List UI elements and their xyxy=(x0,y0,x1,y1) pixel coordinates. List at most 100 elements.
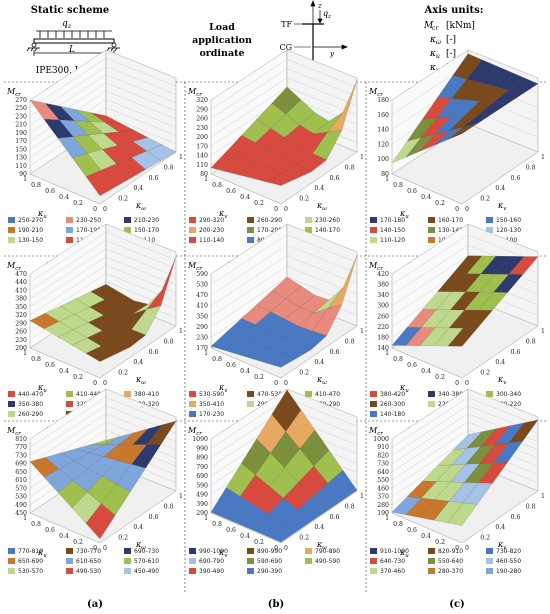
legend-item: 590-690 xyxy=(247,558,282,565)
kappa-tick-right: 0.6 xyxy=(511,514,521,521)
grid-line xyxy=(29,413,107,464)
grid-line xyxy=(105,99,177,128)
z-tick-label: 590 xyxy=(196,271,208,278)
kappa-tick-right: 0 xyxy=(284,380,288,387)
surface-patch xyxy=(447,502,478,526)
surface-patch xyxy=(85,169,116,197)
kappa-tick-right: 0 xyxy=(284,206,288,213)
kappa-tick-right: 0.2 xyxy=(480,535,490,542)
kappa-tick-right: 0.2 xyxy=(299,535,309,542)
legend-swatch xyxy=(189,391,196,397)
grid-line xyxy=(105,66,177,95)
svg-text:cr: cr xyxy=(432,25,439,32)
surface-patch xyxy=(297,153,327,172)
kappa-tick-right: 1 xyxy=(179,154,183,161)
legend-label: 130-150 xyxy=(18,237,43,244)
legend-label: 110-120 xyxy=(380,237,405,244)
kappa-tick-left: 1 xyxy=(385,350,389,357)
legend-item: 550-640 xyxy=(428,558,463,565)
load-app-line-3: ordinate xyxy=(199,48,244,59)
svg-text:[-]: [-] xyxy=(446,35,456,45)
z-tick-label: 450 xyxy=(15,510,27,517)
z-tick-label: 200 xyxy=(15,345,27,352)
legend-item: 350-380 xyxy=(8,401,43,408)
kappa-tick-left: 0.6 xyxy=(226,527,236,534)
span-label: L xyxy=(68,45,75,55)
z-tick-label: 530 xyxy=(15,494,27,501)
legend-label: 450-490 xyxy=(134,568,159,575)
legend-label: 790-890 xyxy=(315,548,340,555)
grid-line xyxy=(391,438,469,489)
legend-label: 350-380 xyxy=(18,401,43,408)
surface-patch xyxy=(447,328,478,347)
z-tick-label: 910 xyxy=(377,444,389,451)
legend-label: 230-260 xyxy=(315,217,340,224)
z-tick-label: 180 xyxy=(377,334,389,341)
z-axis-label: Mcr xyxy=(6,426,21,437)
legend-label: 770-810 xyxy=(18,548,43,555)
kappa-tick-left: 0.6 xyxy=(45,527,55,534)
legend-swatch xyxy=(66,237,73,243)
grid-line xyxy=(286,398,358,427)
z-tick-label: 990 xyxy=(196,445,208,452)
z-axis-label: Mcr xyxy=(187,426,202,437)
grid-line xyxy=(391,413,469,464)
kappa-tick-right: 0.8 xyxy=(345,164,355,171)
kappa-tick-right: 0.8 xyxy=(526,164,536,171)
panels: Mcr(κω, κu, κv = 0.8) for TFMcr270250230… xyxy=(6,49,545,575)
kappa-tick-right: 0.4 xyxy=(133,359,143,366)
grid-line xyxy=(286,388,358,418)
support-right-icon xyxy=(106,42,120,52)
legend-label: 590-690 xyxy=(257,558,282,565)
grid-line xyxy=(467,123,539,153)
z-tick-label: 170 xyxy=(196,345,208,352)
grid-line xyxy=(29,405,107,456)
legend-item: 570-610 xyxy=(124,558,159,565)
legend-item: 820-910 xyxy=(428,548,463,555)
static-scheme: Static scheme q z L IPE300, L = 5m xyxy=(26,5,120,76)
grid-line xyxy=(210,68,288,119)
legend-label: 140-150 xyxy=(380,227,405,234)
kappa-tick-left: 0.6 xyxy=(226,188,236,195)
left-axis-label: κv xyxy=(218,548,228,559)
kappa-tick-right: 0.4 xyxy=(495,359,505,366)
grid-line xyxy=(210,255,288,306)
legend-item: 250-270 xyxy=(8,217,43,224)
legend-label: 150-170 xyxy=(134,227,159,234)
legend-swatch xyxy=(8,391,15,397)
legend-item: 300-340 xyxy=(486,391,521,398)
separators xyxy=(4,81,546,592)
surface-patch xyxy=(493,89,524,104)
unit-row-kw: κ ω [-] xyxy=(429,35,456,46)
legend-item: 390-490 xyxy=(189,568,224,575)
svg-text:[-]: [-] xyxy=(446,49,456,59)
z-tick-label: 440 xyxy=(15,279,27,286)
legend-item: 650-690 xyxy=(8,558,43,565)
z-axis-label: z xyxy=(317,2,322,10)
legend-label: 990-1090 xyxy=(199,548,228,555)
svg-text:κ: κ xyxy=(429,63,436,73)
kappa-tick-right: 1 xyxy=(360,328,364,335)
surface-patch xyxy=(447,123,478,140)
kappa-tick-right: 0 xyxy=(103,206,107,213)
grid-line xyxy=(210,49,288,101)
z-tick-label: 120 xyxy=(377,141,389,148)
right-axis-label: κω xyxy=(316,375,327,386)
legend-swatch xyxy=(124,548,131,554)
legend-swatch xyxy=(370,411,377,417)
right-axis-label: κω xyxy=(135,540,146,551)
kappa-tick-right: 0.6 xyxy=(330,175,340,182)
grid-line xyxy=(286,68,358,97)
legend-swatch xyxy=(124,558,131,564)
kappa-tick-left: 0.2 xyxy=(435,539,445,546)
z-tick-label: 290 xyxy=(196,324,208,331)
legend-label: 230-290 xyxy=(315,401,340,408)
left-axis-label: κu xyxy=(37,209,47,220)
legend-swatch xyxy=(189,401,196,407)
axis-units-title: Axis units: xyxy=(424,5,484,16)
right-axis-label: κω xyxy=(135,201,146,212)
legend-swatch xyxy=(486,217,493,223)
legend-label: 530-570 xyxy=(18,568,43,575)
z-tick-label: 350 xyxy=(196,313,208,320)
z-tick-label: 410 xyxy=(196,303,208,310)
